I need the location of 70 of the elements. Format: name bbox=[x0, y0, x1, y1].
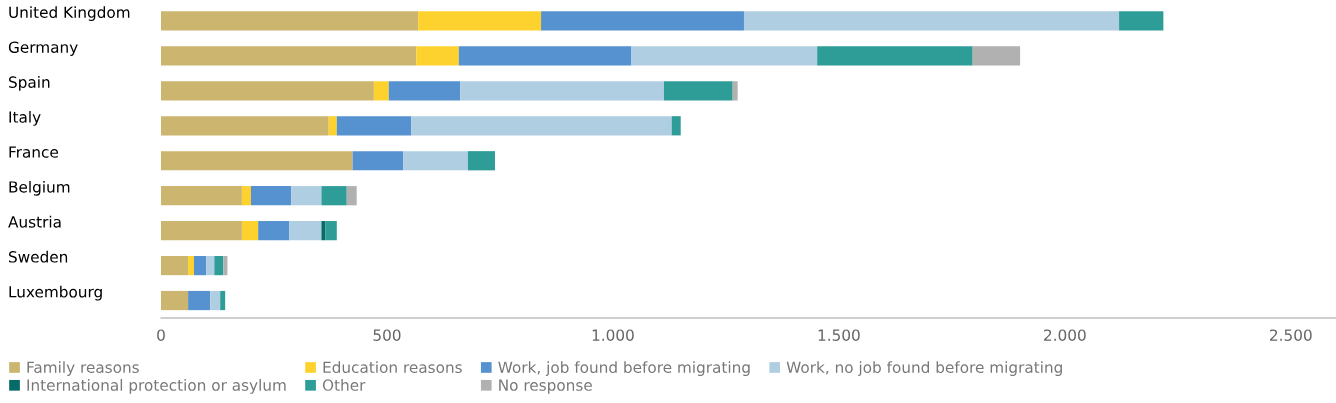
legend-label: International protection or asylum bbox=[27, 379, 286, 394]
bar bbox=[972, 46, 1021, 66]
bar bbox=[336, 116, 412, 136]
legend-label: Work, job found before migrating bbox=[498, 361, 750, 376]
bar bbox=[403, 151, 468, 171]
bar bbox=[289, 221, 322, 241]
bar bbox=[321, 186, 347, 206]
bar bbox=[161, 186, 242, 206]
bar bbox=[241, 186, 251, 206]
bar bbox=[161, 11, 419, 31]
bar bbox=[631, 46, 818, 66]
y-tick-label: Sweden bbox=[9, 250, 68, 263]
bar bbox=[732, 81, 738, 101]
y-tick-label: United Kingdom bbox=[9, 6, 130, 21]
bar bbox=[460, 81, 664, 101]
bar bbox=[214, 255, 224, 276]
bar bbox=[817, 46, 973, 66]
x-tick-label: 1.000 bbox=[592, 329, 634, 341]
bar bbox=[1119, 11, 1164, 31]
x-tick-label: 1.500 bbox=[818, 329, 860, 341]
bar bbox=[188, 255, 194, 276]
legend-label: No response bbox=[499, 379, 592, 394]
bar bbox=[161, 151, 353, 171]
bar bbox=[458, 46, 632, 66]
y-tick-label: Germany bbox=[8, 41, 78, 56]
bar bbox=[325, 221, 337, 241]
bar bbox=[373, 81, 389, 101]
bar bbox=[418, 11, 542, 31]
bar bbox=[671, 116, 681, 136]
bar bbox=[223, 255, 228, 276]
bar bbox=[388, 81, 461, 101]
legend-label: Education reasons bbox=[323, 361, 462, 374]
bar bbox=[352, 151, 404, 171]
y-tick-label: Italy bbox=[9, 111, 41, 126]
bar bbox=[328, 116, 337, 136]
bar bbox=[161, 290, 189, 311]
bar bbox=[321, 221, 326, 241]
x-tick-label: 2.000 bbox=[1044, 329, 1086, 341]
bar bbox=[161, 255, 189, 276]
x-tick-label: 500 bbox=[373, 329, 401, 341]
bar bbox=[743, 11, 1120, 31]
bar bbox=[161, 116, 329, 136]
bar bbox=[161, 81, 374, 101]
y-tick-label: Austria bbox=[8, 215, 61, 228]
legend-label: Family reasons bbox=[27, 361, 139, 376]
bar bbox=[161, 46, 417, 66]
bar bbox=[161, 221, 242, 241]
legend-label: Other bbox=[322, 379, 366, 391]
bar bbox=[188, 290, 211, 311]
y-tick-label: Spain bbox=[9, 76, 50, 91]
bar bbox=[258, 221, 290, 241]
bar bbox=[467, 151, 495, 171]
bar bbox=[210, 290, 221, 311]
bar bbox=[416, 46, 459, 66]
bar bbox=[206, 255, 215, 276]
bar bbox=[220, 290, 226, 311]
bar bbox=[541, 11, 744, 31]
bar bbox=[291, 186, 322, 206]
y-tick-label: France bbox=[9, 146, 58, 158]
bar bbox=[241, 221, 259, 241]
y-tick-label: Luxembourg bbox=[9, 285, 102, 301]
bar bbox=[250, 186, 292, 206]
x-tick-label: 0 bbox=[157, 329, 165, 341]
bar bbox=[193, 255, 207, 276]
legend-label: Work, no job found before migrating bbox=[786, 361, 1062, 376]
y-tick-label: Belgium bbox=[9, 180, 70, 196]
x-tick-label: 2.500 bbox=[1270, 329, 1312, 341]
bar bbox=[411, 116, 672, 136]
bar bbox=[346, 186, 357, 206]
bar bbox=[663, 81, 733, 101]
